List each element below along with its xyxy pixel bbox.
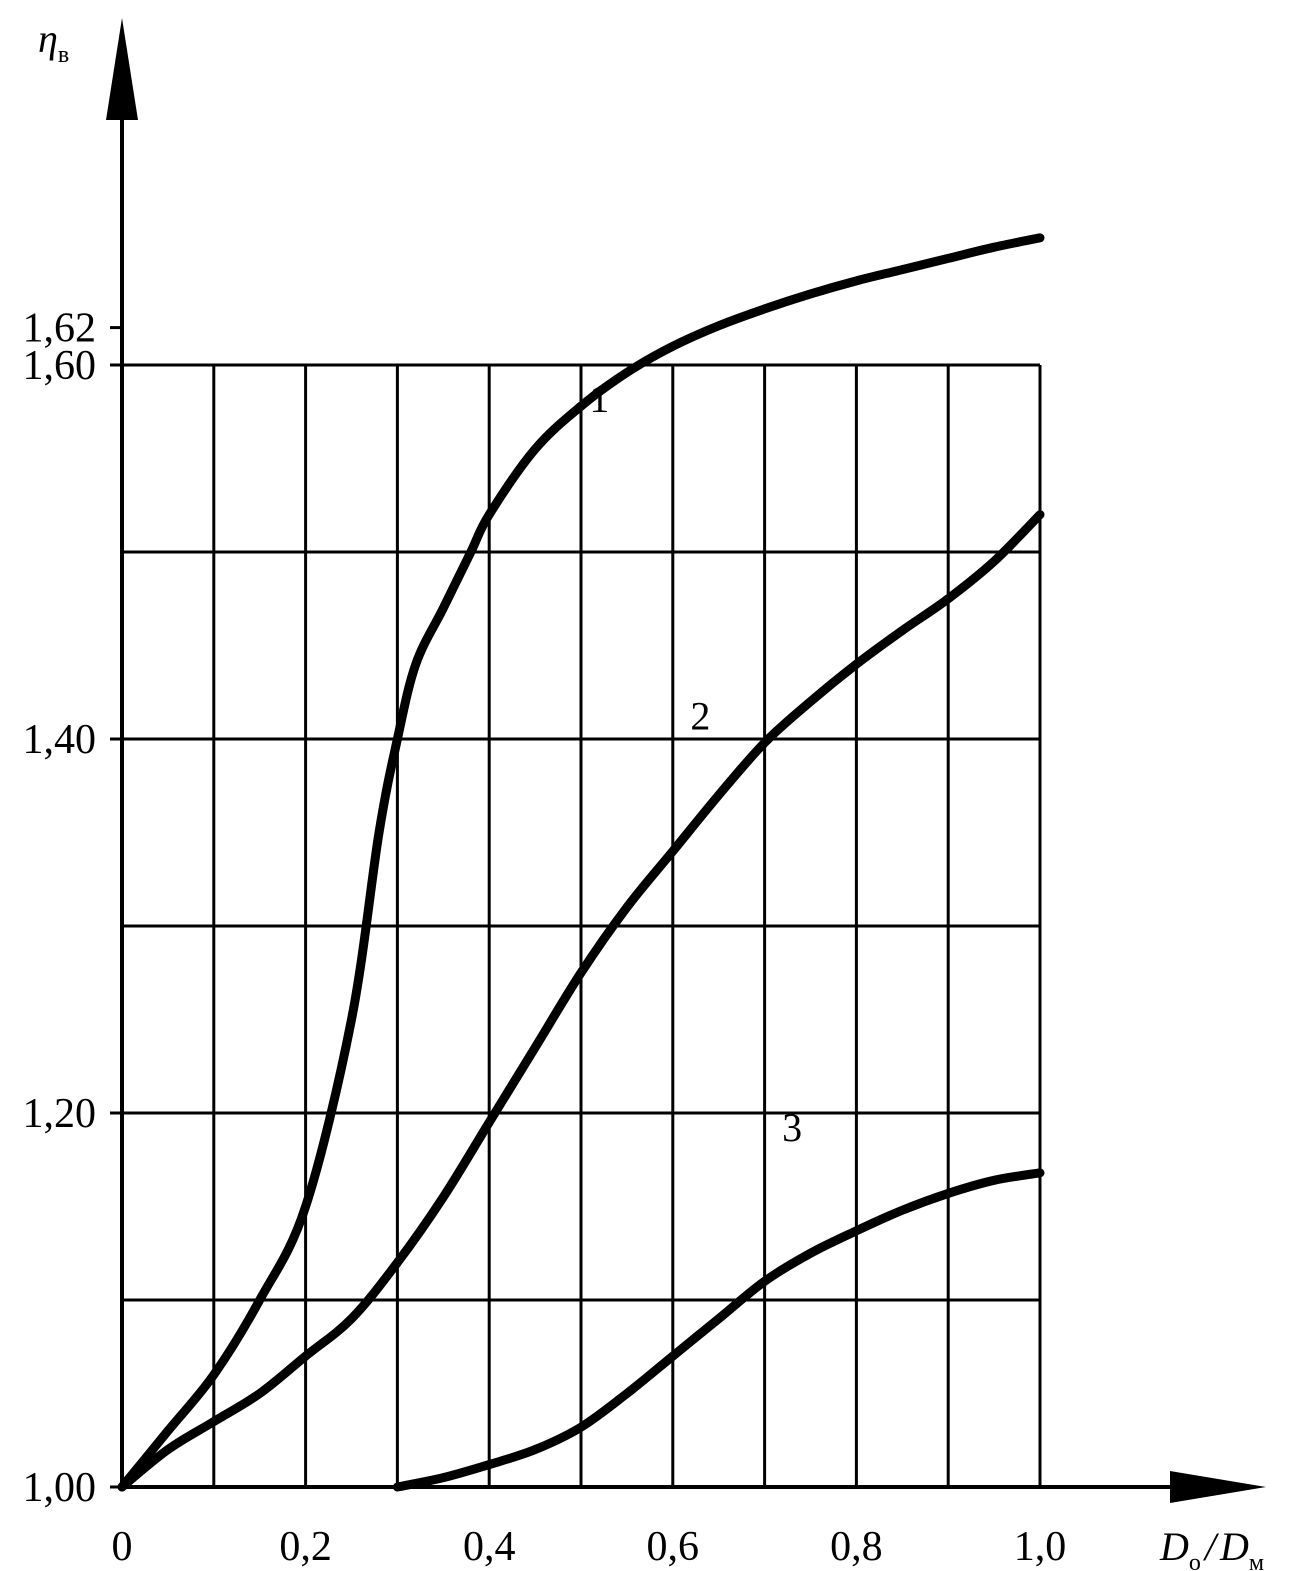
x-axis-label-numerator-sub: о xyxy=(1189,1550,1201,1571)
x-axis-label-denominator: D xyxy=(1219,1524,1249,1569)
series-label-1: 1 xyxy=(589,376,609,421)
y-tick-label: 1,62 xyxy=(23,306,97,352)
x-axis-label-divider: / xyxy=(1203,1524,1220,1569)
series-label-3: 3 xyxy=(782,1105,802,1150)
series-line-1 xyxy=(117,233,1045,1492)
x-axis-label: Dо / Dм xyxy=(1159,1524,1264,1571)
x-tick-label: 1,0 xyxy=(1014,1524,1067,1570)
y-tick-label: 1,00 xyxy=(23,1465,97,1511)
y-axis-label: ηв xyxy=(38,16,69,68)
y-tick-label: 1,60 xyxy=(23,343,97,389)
grid xyxy=(122,363,1042,1487)
labels: 1,00 1,20 1,40 1,601,62 0 0,2 0,4 0,6 0,8 1,0 1 2 3 xyxy=(23,306,1067,1570)
x-axis-label-numerator: D xyxy=(1159,1524,1189,1569)
y-tick-label: 1,40 xyxy=(23,717,97,763)
axes xyxy=(106,18,1266,1503)
x-tick-label: 0,4 xyxy=(463,1524,516,1570)
series-line-2 xyxy=(117,510,1045,1492)
y-axis-arrow xyxy=(106,18,138,120)
x-tick-label: 0 xyxy=(112,1524,133,1570)
y-tick-label: 1,20 xyxy=(23,1091,97,1137)
y-axis-label-sub: в xyxy=(58,42,69,68)
y-axis-label-main: η xyxy=(38,16,58,61)
series-layer xyxy=(117,233,1045,1492)
x-tick-label: 0,8 xyxy=(830,1524,883,1570)
x-axis-arrow xyxy=(1170,1471,1266,1503)
x-axis-label-denominator-sub: м xyxy=(1249,1550,1264,1571)
series-line-3 xyxy=(392,1168,1045,1492)
series-label-2: 2 xyxy=(690,694,710,739)
x-tick-label: 0,2 xyxy=(279,1524,332,1570)
x-tick-label: 0,6 xyxy=(647,1524,700,1570)
